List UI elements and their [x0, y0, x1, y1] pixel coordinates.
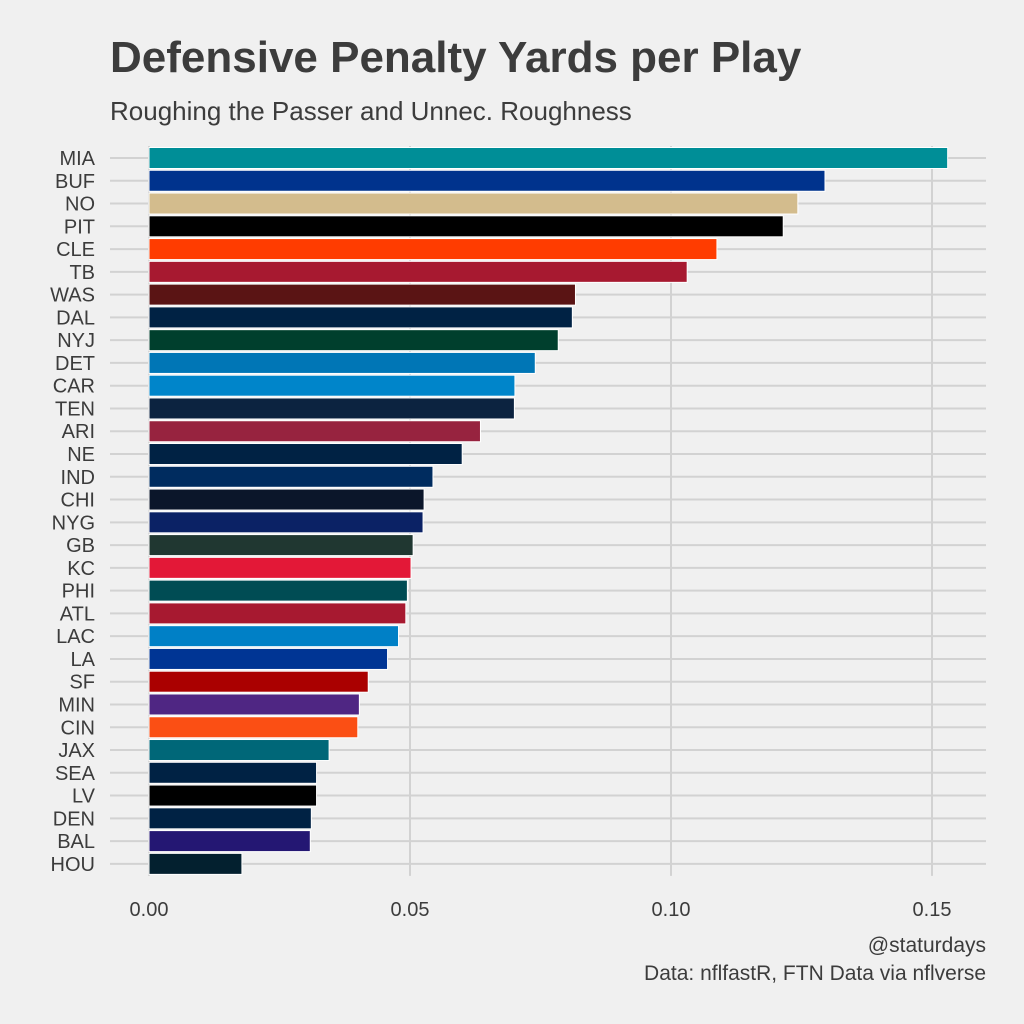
bar-nyj	[148, 329, 559, 352]
bar-sf	[148, 670, 369, 693]
category-label-cin: CIN	[61, 717, 95, 739]
category-label-chi: CHI	[61, 490, 95, 512]
category-label-tb: TB	[69, 262, 95, 284]
bar-pit	[148, 215, 784, 238]
category-label-ten: TEN	[55, 398, 95, 420]
bar-no	[148, 192, 799, 215]
category-label-dal: DAL	[56, 307, 95, 329]
bar-jax	[148, 739, 330, 762]
category-label-den: DEN	[53, 808, 95, 830]
category-label-ari: ARI	[62, 421, 95, 443]
bar-chi	[148, 488, 425, 511]
bar-det	[148, 351, 536, 374]
category-label-la: LA	[71, 649, 96, 671]
category-label-nyj: NYJ	[57, 330, 95, 352]
bar-buf	[148, 169, 826, 192]
category-label-gb: GB	[66, 535, 95, 557]
category-label-buf: BUF	[55, 171, 95, 193]
category-label-ind: IND	[61, 467, 95, 489]
category-label-phi: PHI	[62, 581, 95, 603]
x-tick-label: 0.05	[391, 899, 430, 921]
category-label-was: WAS	[50, 285, 95, 307]
bar-ten	[148, 397, 515, 420]
category-label-kc: KC	[67, 558, 95, 580]
bar-tb	[148, 260, 688, 283]
bar-ind	[148, 465, 434, 488]
bar-kc	[148, 556, 412, 579]
category-label-sea: SEA	[55, 763, 96, 785]
x-tick-labels: 0.00 0.05 0.10 0.15	[130, 899, 952, 921]
bar-lac	[148, 625, 400, 648]
category-label-jax: JAX	[58, 740, 95, 762]
category-label-det: DET	[55, 353, 95, 375]
bar-gb	[148, 534, 414, 557]
caption-source: Data: nflfastR, FTN Data via nflverse	[644, 962, 986, 985]
category-label-nyg: NYG	[52, 512, 95, 534]
bar-min	[148, 693, 360, 716]
category-label-atl: ATL	[60, 603, 95, 625]
category-label-hou: HOU	[51, 854, 95, 876]
bar-car	[148, 374, 516, 397]
chart-caption: @staturdays Data: nflfastR, FTN Data via…	[644, 932, 986, 988]
category-label-no: NO	[65, 194, 95, 216]
bar-ne	[148, 443, 463, 466]
bar-was	[148, 283, 576, 306]
category-label-car: CAR	[53, 376, 95, 398]
category-label-lv: LV	[72, 786, 96, 808]
bar-cle	[148, 238, 718, 261]
bar-lv	[148, 784, 318, 807]
bar-atl	[148, 602, 407, 625]
category-label-cle: CLE	[56, 239, 95, 261]
bar-ari	[148, 420, 481, 443]
chart-subtitle: Roughing the Passer and Unnec. Roughness	[110, 96, 632, 126]
category-labels: MIABUFNOPITCLETBWASDALNYJDETCARTENARINEI…	[50, 148, 95, 876]
bar-mia	[148, 147, 949, 169]
bar-sea	[148, 761, 318, 784]
bar-bal	[148, 830, 311, 853]
category-label-min: MIN	[58, 694, 95, 716]
bar-hou	[148, 852, 243, 875]
bar-nyg	[148, 511, 424, 534]
category-label-bal: BAL	[57, 831, 95, 853]
bar-den	[148, 807, 312, 830]
category-label-lac: LAC	[56, 626, 95, 648]
category-label-sf: SF	[69, 672, 95, 694]
bar-phi	[148, 579, 408, 602]
bar-la	[148, 647, 389, 670]
caption-author: @staturdays	[867, 934, 986, 957]
x-tick-label: 0.00	[130, 899, 169, 921]
bars	[148, 147, 949, 875]
category-label-ne: NE	[67, 444, 95, 466]
chart-title: Defensive Penalty Yards per Play	[110, 33, 802, 82]
x-tick-label: 0.15	[913, 899, 952, 921]
bar-dal	[148, 306, 573, 329]
category-label-mia: MIA	[59, 148, 95, 170]
x-tick-label: 0.10	[652, 899, 691, 921]
category-label-pit: PIT	[64, 216, 95, 238]
bar-cin	[148, 716, 359, 739]
